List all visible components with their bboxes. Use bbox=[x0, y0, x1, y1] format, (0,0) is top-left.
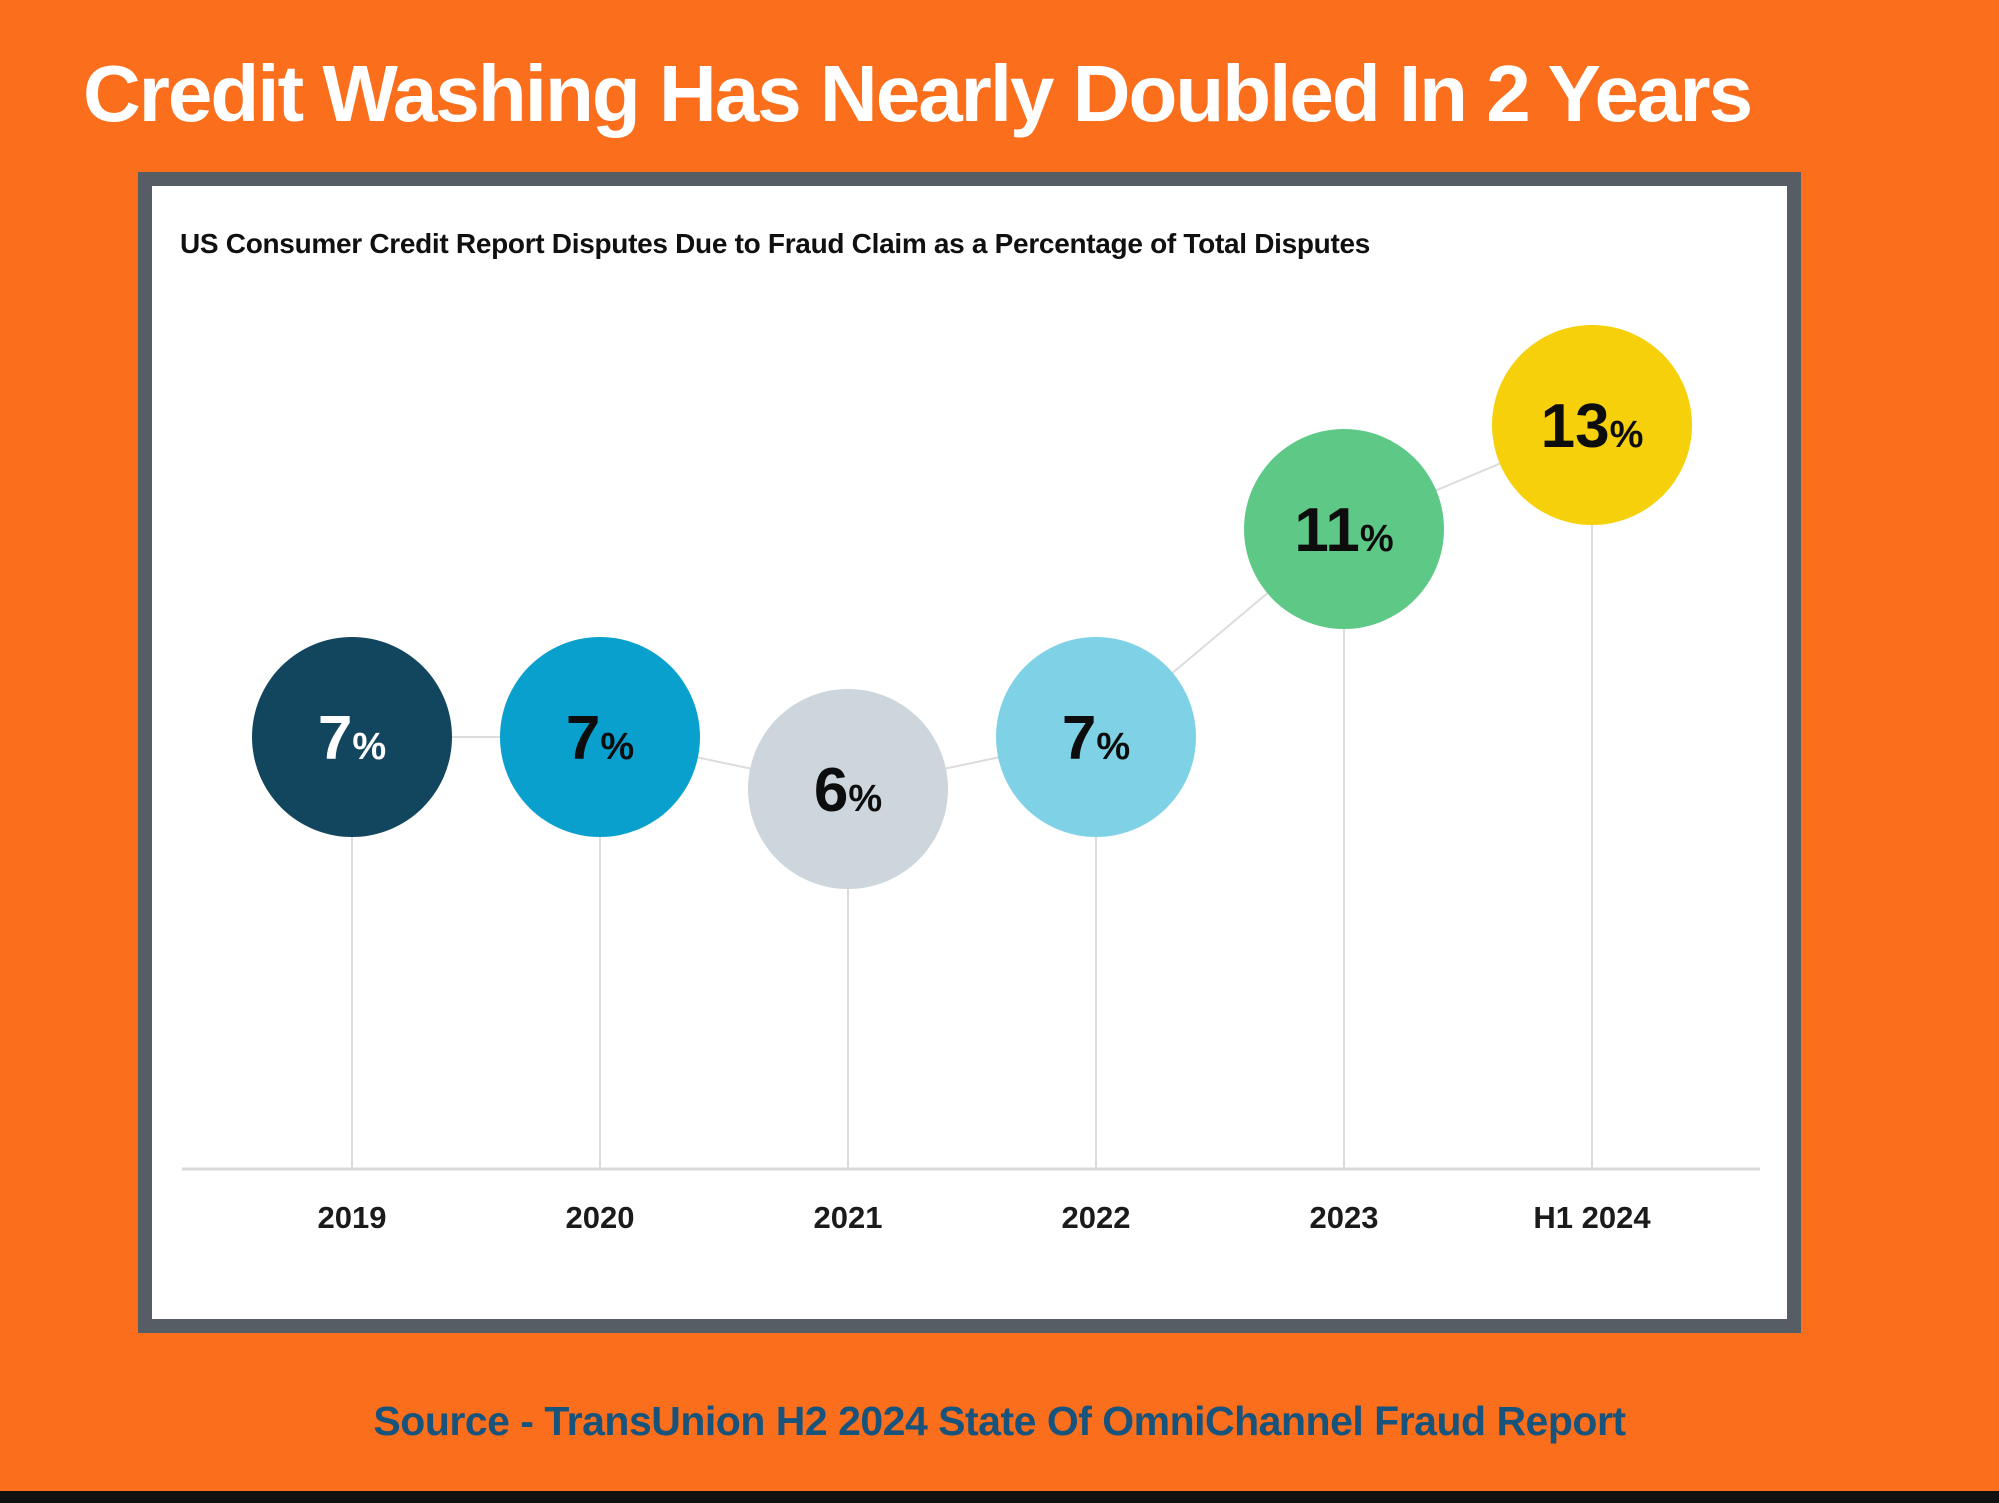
data-point-label: 7% bbox=[1062, 704, 1130, 773]
data-point-circle bbox=[252, 637, 452, 837]
data-point-label: 11% bbox=[1294, 496, 1393, 565]
data-point-label: 7% bbox=[318, 704, 386, 773]
x-axis-label: 2019 bbox=[318, 1200, 387, 1235]
bubble-line-chart: 7% 7% 6% 7% 11% 13% 2019 2020 2021 2022 2023 H1 202… bbox=[182, 325, 1760, 1235]
x-axis-label: 2023 bbox=[1310, 1200, 1379, 1235]
data-point-circle bbox=[1244, 429, 1444, 629]
data-point-circle bbox=[1492, 325, 1692, 525]
data-point-circle bbox=[996, 637, 1196, 837]
data-point-label: 13% bbox=[1541, 392, 1644, 461]
x-axis-label: 2021 bbox=[814, 1200, 883, 1235]
page-title: Credit Washing Has Nearly Doubled In 2 Y… bbox=[83, 49, 1753, 138]
x-axis-label: 2022 bbox=[1062, 1200, 1131, 1235]
data-point-circle bbox=[500, 637, 700, 837]
chart-subtitle: US Consumer Credit Report Disputes Due t… bbox=[180, 228, 1371, 259]
data-point-label: 7% bbox=[566, 704, 634, 773]
data-point-circle bbox=[748, 689, 948, 889]
x-axis-label: H1 2024 bbox=[1533, 1200, 1651, 1235]
chart-panel: US Consumer Credit Report Disputes Due t… bbox=[138, 172, 1801, 1333]
bottom-bar bbox=[0, 1491, 1999, 1503]
data-point-label: 6% bbox=[814, 756, 882, 825]
x-axis-label: 2020 bbox=[566, 1200, 635, 1235]
source-attribution: Source - TransUnion H2 2024 State Of Omn… bbox=[373, 1398, 1626, 1444]
